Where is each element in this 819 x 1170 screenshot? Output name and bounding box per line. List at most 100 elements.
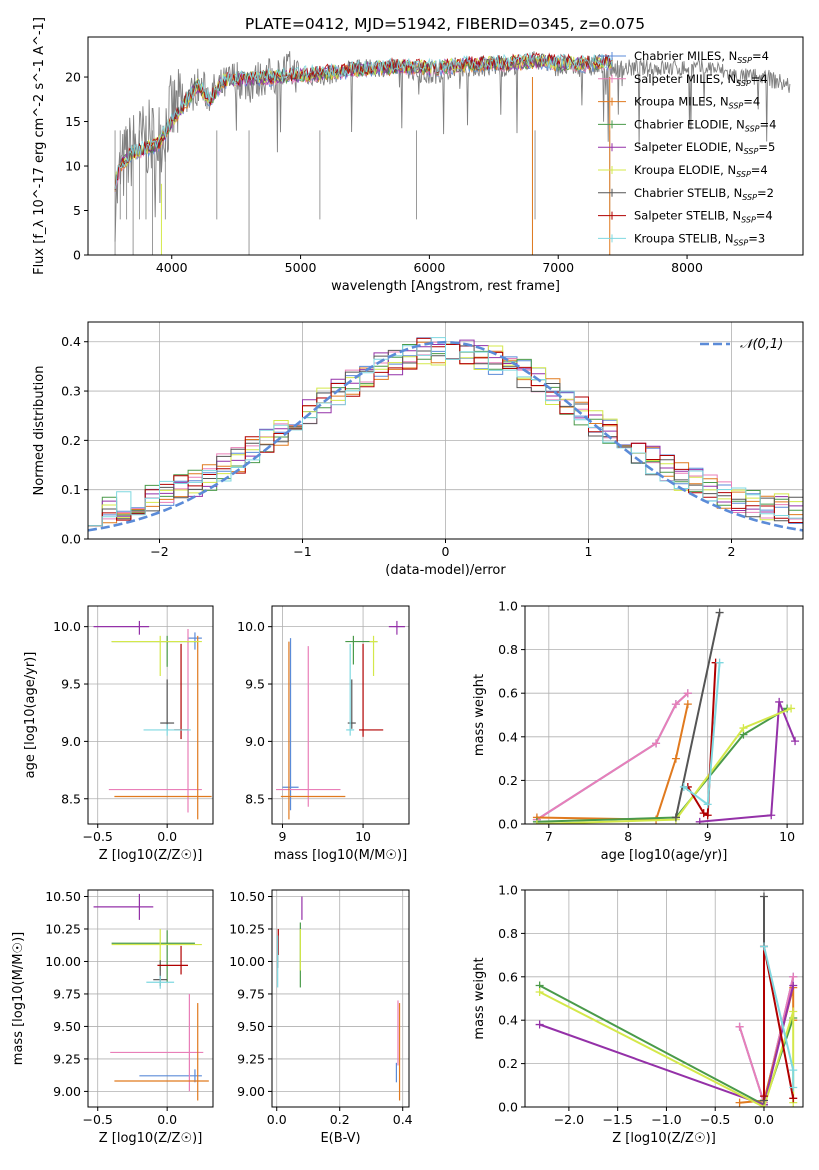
x-tick-label: 5000 [285, 260, 317, 275]
errorbar-series [276, 646, 341, 807]
spectrum-model-line [114, 52, 613, 190]
x-tick-label: 0.2 [330, 1112, 350, 1127]
mass-weight-line [536, 692, 689, 821]
y-tick-label: 9.5 [61, 677, 81, 692]
x-tick-label: 1 [585, 544, 593, 559]
chart-panel-mass_weight_vs_Z: −2.0 −1.5 −1.0 −0.5 0.0 0.0 0.2 0.4 0.6 0.8 1.0 Z [… [472, 883, 804, 1146]
data-point [789, 1007, 798, 1016]
y-axis: 8.5 9.0 9.5 10.0 [53, 619, 88, 806]
legend-label: Chabrier STELIB, NSSP=2 [634, 186, 774, 202]
x-axis: 4000 5000 6000 7000 8000 [156, 255, 703, 275]
y-tick-label: 0.8 [498, 642, 518, 657]
data-point [715, 658, 724, 667]
y-axis-label: mass [log10(M/M☉)] [11, 932, 26, 1065]
data-point [703, 811, 712, 820]
y-tick-label: 0.6 [498, 686, 518, 701]
y-tick-label: 9.00 [53, 1084, 81, 1099]
errorbar-series [160, 679, 175, 730]
chart-panel-age_vs_mass: 9 10 8.5 9.0 9.5 10.0 mass [log10(M/M☉)] [237, 605, 410, 863]
x-axis: −2.0 −1.5 −1.0 −0.5 0.0 [554, 1107, 774, 1127]
chart-panel-residuals: 𝒩(0,1) −2 −1 0 1 2 0.0 0.1 0.2 0.3 0.4 (data-model)… [32, 321, 804, 578]
x-tick-label: 0.4 [393, 1112, 413, 1127]
mass-weight-line [699, 701, 797, 823]
data-point [759, 1092, 768, 1101]
errorbar-series [111, 928, 202, 971]
x-tick-label: 7000 [542, 260, 574, 275]
axes-frame [271, 889, 410, 1108]
data-point [679, 782, 688, 791]
y-tick-label: 8.5 [245, 791, 265, 806]
y-tick-label: 9.25 [53, 1051, 81, 1066]
x-axis-label: (data-model)/error [385, 563, 506, 578]
legend-label: Kroupa MILES, NSSP=4 [634, 95, 760, 111]
y-axis-label: mass weight [472, 957, 487, 1039]
legend-label: Chabrier MILES, NSSP=4 [634, 49, 769, 65]
errorbar-series [157, 945, 188, 975]
data-point [735, 1022, 744, 1031]
y-axis-label: Normed distribution [32, 366, 47, 496]
x-tick-label: −2.0 [554, 1112, 584, 1127]
y-axis: 0.0 0.2 0.4 0.6 0.8 1.0 [498, 883, 525, 1115]
errorbar-series [114, 1003, 209, 1101]
x-tick-label: −1.5 [602, 1112, 632, 1127]
legend-label: Salpeter STELIB, NSSP=4 [634, 209, 773, 225]
plot-area [88, 337, 803, 539]
y-tick-label: 9.5 [245, 677, 265, 692]
data-point [683, 700, 692, 709]
x-tick-label: 10 [355, 829, 371, 844]
x-axis: 7 8 9 10 [545, 824, 795, 844]
data-point [787, 704, 796, 713]
y-tick-label: 10.0 [237, 619, 265, 634]
mass-weight-line [739, 987, 795, 1104]
errorbar-series [93, 620, 150, 635]
data-point [789, 972, 798, 981]
axes-frame [271, 605, 410, 825]
legend-label: Chabrier ELODIE, NSSP=4 [634, 117, 776, 133]
data-point [715, 608, 724, 617]
spectrum-model-line [114, 56, 613, 193]
y-tick-label: 0 [73, 248, 81, 263]
x-tick-label: 0.0 [157, 1112, 177, 1127]
x-axis: −2 −1 0 1 2 [150, 539, 735, 559]
errorbar-series [110, 993, 204, 1092]
y-tick-label: 9.75 [237, 986, 265, 1001]
y-axis: 0.0 0.1 0.2 0.3 0.4 [61, 334, 88, 547]
plot-area [93, 893, 209, 1101]
errorbar-series [143, 724, 191, 736]
y-tick-label: 10.00 [45, 954, 81, 969]
data-point [775, 697, 784, 706]
errorbar-series [282, 638, 299, 811]
x-tick-label: 9 [704, 829, 712, 844]
mass-weight-line [686, 662, 717, 817]
y-tick-label: 0.4 [61, 334, 81, 349]
y-tick-label: 0.1 [61, 482, 81, 497]
y-tick-label: 9.0 [245, 734, 265, 749]
legend-label: Salpeter MILES, NSSP=4 [634, 72, 768, 88]
data-point [791, 737, 800, 746]
plot-area [532, 608, 800, 824]
errorbar-series [359, 643, 384, 737]
data-point [671, 700, 680, 709]
errorbar-series [111, 635, 202, 676]
x-tick-label: 6000 [413, 260, 445, 275]
y-tick-label: 1.0 [498, 883, 518, 898]
spectrum-model-line [114, 56, 613, 193]
legend-label: Salpeter ELODIE, NSSP=5 [634, 140, 775, 156]
y-tick-label: 10.25 [45, 921, 81, 936]
mass-weight-line [536, 692, 689, 821]
y-axis-label: Flux [f_λ 10^-17 erg cm^-2 s^-1 A^-1] [32, 17, 47, 275]
y-tick-label: 10 [65, 159, 81, 174]
errorbar-series [146, 975, 175, 989]
x-tick-label: −1 [293, 544, 311, 559]
y-tick-label: 9.75 [53, 986, 81, 1001]
plot-area [535, 892, 798, 1107]
y-tick-label: 9.50 [237, 1019, 265, 1034]
x-axis-label: Z [log10(Z/Z☉)] [612, 1131, 716, 1146]
x-tick-label: −0.5 [700, 1112, 730, 1127]
y-axis: 0 5 10 15 20 [65, 70, 88, 263]
y-tick-label: 5 [73, 203, 81, 218]
data-point [789, 1094, 798, 1103]
data-point [767, 811, 776, 820]
y-tick-label: 9.00 [237, 1084, 265, 1099]
